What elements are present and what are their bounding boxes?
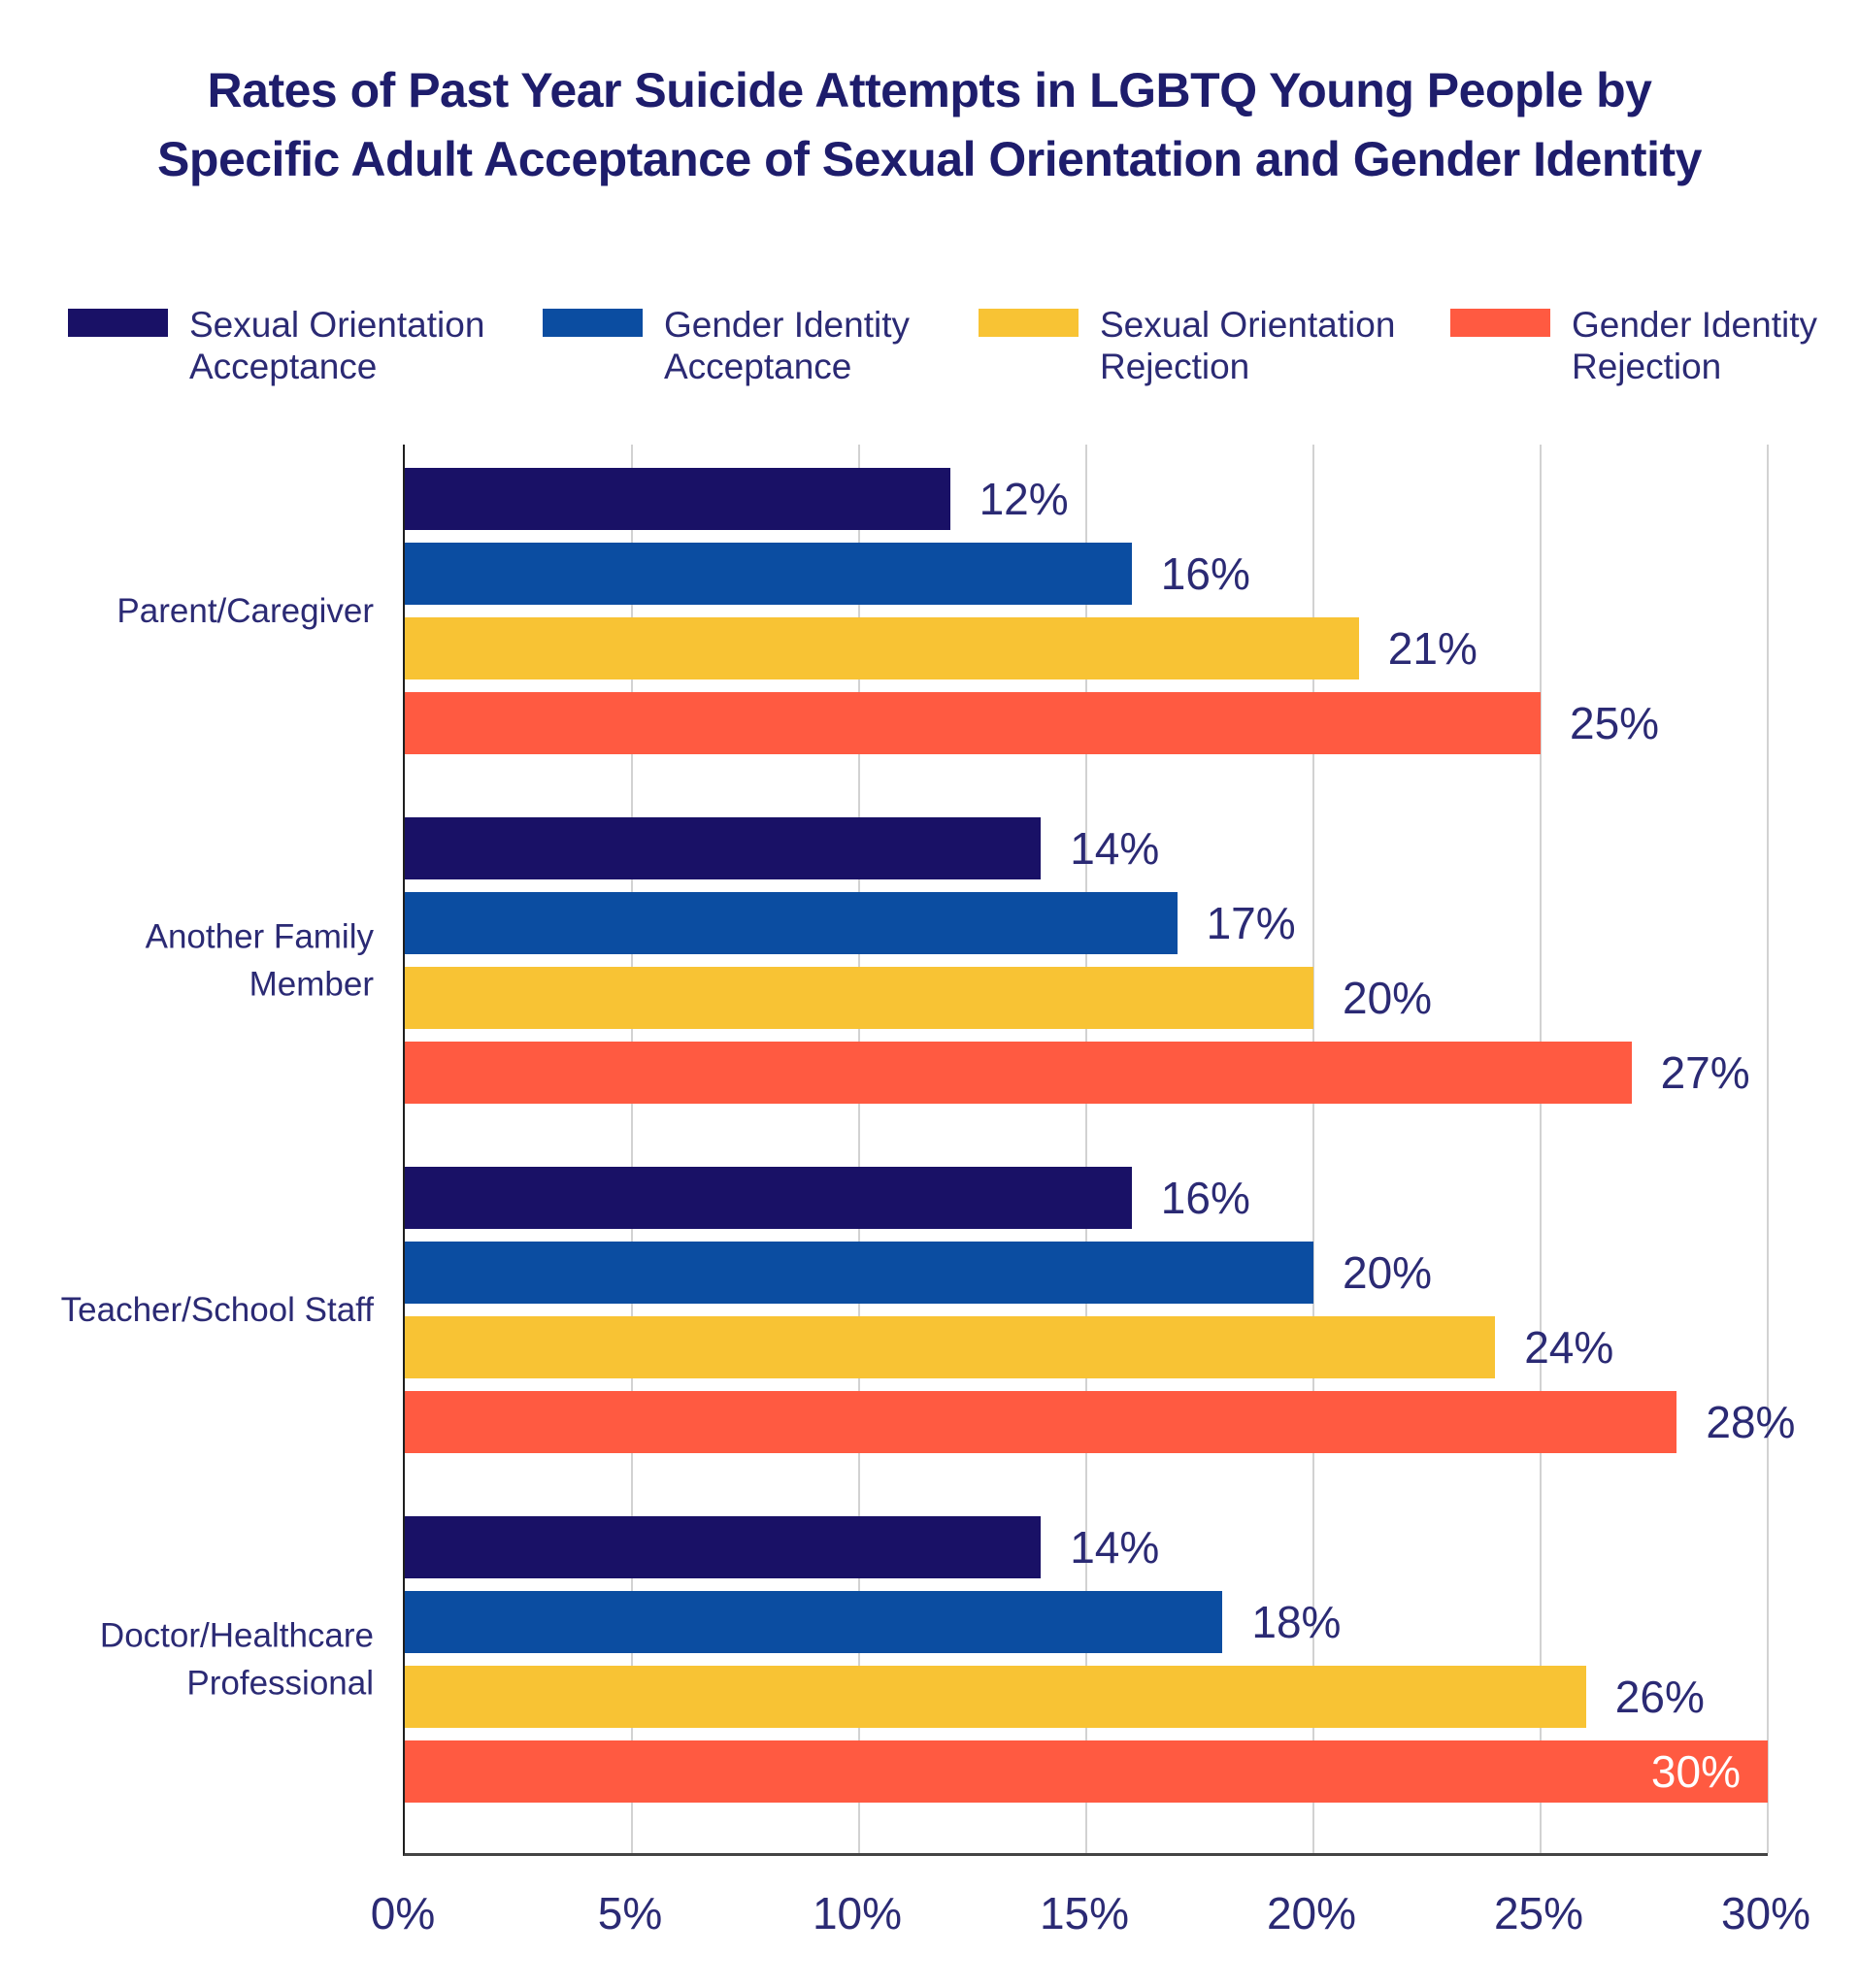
bar-value-label: 28% xyxy=(1706,1397,1796,1447)
bar-value-label: 26% xyxy=(1614,1672,1705,1722)
bar-group: 12% 16% 21% 25% xyxy=(405,468,1768,754)
bar xyxy=(405,468,950,530)
gridline xyxy=(858,445,860,1853)
legend-item: Sexual Orientation Acceptance xyxy=(68,305,510,388)
bar-value-label: 17% xyxy=(1206,898,1296,948)
legend-item-label: Sexual Orientation Acceptance xyxy=(189,305,485,386)
chart-title: Rates of Past Year Suicide Attempts in L… xyxy=(0,56,1859,194)
bar-value-label: 27% xyxy=(1660,1047,1750,1098)
legend-item-label: Gender Identity Acceptance xyxy=(664,305,910,386)
bar xyxy=(405,1316,1496,1378)
bar-row: 17% xyxy=(405,892,1768,954)
bar-row: 30% xyxy=(405,1740,1768,1803)
bar-row: 21% xyxy=(405,617,1768,679)
legend-item: Sexual Orientation Rejection xyxy=(979,305,1420,388)
x-axis: 0% 5% 10% 15% 20% 25% 30% xyxy=(371,1887,1810,1945)
bar-row: 16% xyxy=(405,543,1768,605)
plot-area: 12% 16% 21% 25% 14% 17% 20% 27% 16% 20% 24% 28% 14% 1… xyxy=(403,445,1795,1856)
bar-value-label: 20% xyxy=(1343,973,1433,1023)
bar-row: 14% xyxy=(405,817,1768,879)
legend-item-label: Sexual Orientation Rejection xyxy=(1100,305,1396,386)
bar xyxy=(405,1591,1223,1653)
legend-swatch xyxy=(1450,309,1550,337)
bar-value-label: 25% xyxy=(1570,698,1660,748)
legend-item: Gender Identity Acceptance xyxy=(543,305,984,388)
legend: Sexual Orientation Acceptance Gender Iden… xyxy=(0,305,1859,421)
bar xyxy=(405,543,1132,605)
bar-row: 20% xyxy=(405,1242,1768,1304)
bar-row: 25% xyxy=(405,692,1768,754)
bar xyxy=(405,1391,1677,1453)
category-label: Parent/Caregiver xyxy=(116,591,374,630)
bar xyxy=(405,892,1178,954)
bar xyxy=(405,1666,1586,1728)
bar xyxy=(405,967,1313,1029)
bar xyxy=(405,617,1359,679)
legend-item: Gender Identity Rejection xyxy=(1450,305,1859,388)
bar-value-label: 24% xyxy=(1524,1322,1614,1373)
x-axis-tick-label: 0% xyxy=(370,1888,436,1938)
bar-row: 24% xyxy=(405,1316,1768,1378)
bar-value-label: 12% xyxy=(979,474,1069,524)
bar-row: 27% xyxy=(405,1042,1768,1104)
bar-row: 12% xyxy=(405,468,1768,530)
x-axis-tick-label: 5% xyxy=(597,1888,663,1938)
bar-row: 28% xyxy=(405,1391,1795,1453)
legend-swatch xyxy=(979,309,1079,337)
x-axis-tick-label: 10% xyxy=(812,1888,903,1938)
legend-swatch xyxy=(68,309,168,337)
bar xyxy=(405,1516,1042,1578)
bar-row: 26% xyxy=(405,1666,1768,1728)
bar-value-label: 14% xyxy=(1070,823,1160,874)
bar-groups: 12% 16% 21% 25% 14% 17% 20% 27% 16% 20% 24% 28% 14% 1… xyxy=(405,445,1795,1803)
bar-group: 16% 20% 24% 28% xyxy=(405,1167,1795,1453)
x-axis-tick-label: 30% xyxy=(1720,1888,1811,1938)
category-label: Teacher/School Staff xyxy=(60,1290,374,1329)
category-label: Another Family Member xyxy=(145,916,374,1004)
gridline xyxy=(631,445,633,1853)
bar xyxy=(405,1042,1632,1104)
bar-row: 20% xyxy=(405,967,1768,1029)
gridline xyxy=(1767,445,1769,1853)
legend-swatch xyxy=(543,309,643,337)
category-label: Doctor/Healthcare Professional xyxy=(99,1615,374,1703)
bar-group: 14% 18% 26% 30% xyxy=(405,1516,1768,1803)
bar-value-label: 16% xyxy=(1160,548,1250,599)
bar-row: 16% xyxy=(405,1167,1768,1229)
bar: 30% xyxy=(405,1740,1768,1803)
bar-value-label: 16% xyxy=(1160,1173,1250,1223)
bar xyxy=(405,692,1541,754)
bar-value-label: 14% xyxy=(1070,1522,1160,1573)
chart-title-line-2: Specific Adult Acceptance of Sexual Orie… xyxy=(157,132,1702,186)
bar-chart: Parent/Caregiver Another Family Member Tea… xyxy=(0,445,1859,1856)
x-axis-tick-label: 20% xyxy=(1266,1888,1357,1938)
bar-value-label: 30% xyxy=(1650,1746,1741,1797)
category-labels: Parent/Caregiver Another Family Member Tea… xyxy=(0,445,403,1856)
x-axis-tick-label: 25% xyxy=(1493,1888,1584,1938)
legend-item-label: Gender Identity Rejection xyxy=(1572,305,1817,386)
bar-row: 18% xyxy=(405,1591,1768,1653)
gridline xyxy=(1085,445,1087,1853)
bar xyxy=(405,1242,1313,1304)
gridline xyxy=(1312,445,1314,1853)
bar xyxy=(405,817,1042,879)
gridline xyxy=(1540,445,1542,1853)
bar-value-label: 21% xyxy=(1387,623,1477,674)
bar-row: 14% xyxy=(405,1516,1768,1578)
x-axis-tick-label: 15% xyxy=(1039,1888,1130,1938)
bar xyxy=(405,1167,1132,1229)
bar-value-label: 20% xyxy=(1343,1247,1433,1298)
chart-title-line-1: Rates of Past Year Suicide Attempts in L… xyxy=(207,63,1652,117)
bar-value-label: 18% xyxy=(1251,1597,1342,1647)
bar-group: 14% 17% 20% 27% xyxy=(405,817,1768,1104)
